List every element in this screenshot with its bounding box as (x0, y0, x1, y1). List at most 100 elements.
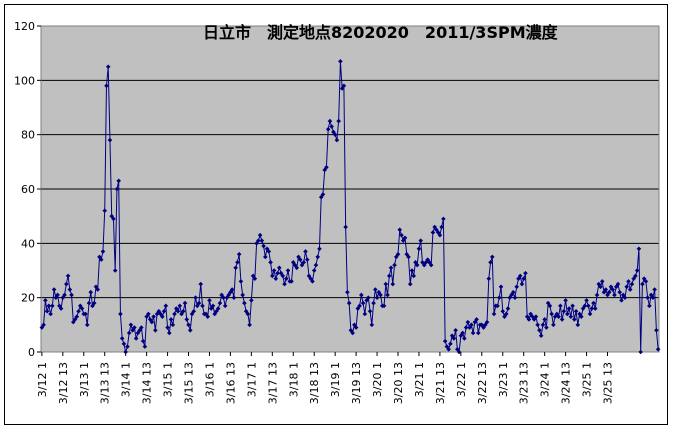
data-point (465, 319, 471, 325)
data-point (116, 178, 121, 184)
data-point (366, 295, 371, 300)
data-point (491, 311, 497, 317)
data-point (507, 295, 513, 300)
data-point (191, 308, 197, 314)
data-point (496, 295, 502, 300)
data-point (140, 338, 146, 344)
data-point (474, 317, 479, 322)
data-point (250, 273, 256, 279)
data-point (413, 260, 418, 265)
data-point (142, 344, 148, 349)
data-point (173, 306, 179, 311)
x-tick-label: 3/16 1 (203, 362, 216, 397)
data-point (165, 325, 170, 330)
data-point (283, 276, 289, 281)
data-point (322, 167, 327, 173)
data-point (118, 311, 123, 317)
data-point (313, 262, 319, 268)
data-point (270, 273, 275, 279)
data-point (325, 126, 331, 132)
data-point (383, 281, 389, 287)
data-point (271, 268, 277, 273)
data-point (119, 336, 125, 341)
data-point (46, 303, 52, 309)
data-point (179, 311, 184, 317)
data-point (622, 295, 628, 300)
data-point (278, 270, 284, 276)
data-point (519, 281, 525, 287)
data-point (154, 311, 160, 317)
data-point (589, 306, 595, 311)
data-point (221, 295, 226, 300)
data-point (584, 298, 589, 303)
data-point (324, 164, 329, 170)
data-point (168, 317, 174, 322)
data-point (97, 254, 102, 260)
data-point (463, 325, 469, 330)
data-point (64, 281, 69, 287)
data-point (264, 246, 270, 252)
data-point (411, 273, 417, 279)
data-point (397, 227, 403, 233)
data-point (308, 276, 314, 281)
data-point (458, 333, 464, 338)
data-point (425, 257, 430, 262)
data-point (591, 300, 596, 306)
data-point (488, 260, 493, 265)
data-point (151, 314, 156, 319)
data-point (132, 325, 137, 330)
data-point (357, 303, 362, 309)
data-point (524, 314, 530, 319)
x-tick-label: 3/13 13 (99, 362, 112, 404)
data-point (399, 232, 404, 238)
data-point (44, 308, 50, 314)
data-point (336, 118, 341, 124)
data-point (441, 216, 446, 222)
data-point (640, 281, 645, 287)
x-tick-label: 3/12 13 (57, 362, 70, 404)
data-point (147, 317, 153, 322)
data-point (133, 336, 139, 341)
data-point (170, 322, 176, 328)
x-tick-label: 3/17 13 (266, 362, 279, 404)
data-point (95, 287, 101, 292)
data-point (139, 325, 144, 330)
data-point (573, 308, 579, 314)
data-point (462, 336, 467, 341)
data-point (579, 314, 584, 319)
data-point (189, 311, 195, 317)
x-tick-label: 3/22 13 (476, 362, 489, 404)
y-tick-label: 40 (21, 237, 35, 250)
data-point (603, 287, 609, 292)
data-point (580, 306, 586, 311)
data-point (498, 284, 504, 290)
data-point (416, 246, 422, 252)
data-point (556, 314, 561, 319)
data-point (186, 322, 191, 328)
data-point (161, 308, 167, 314)
data-point (306, 273, 312, 279)
data-point (572, 317, 577, 322)
data-point (212, 311, 218, 317)
data-point (196, 300, 202, 306)
data-point (345, 289, 350, 295)
data-point (257, 232, 263, 238)
y-tick-label: 20 (21, 292, 35, 305)
data-point (102, 208, 108, 214)
data-point (146, 311, 151, 317)
data-point (259, 238, 265, 243)
data-point (236, 251, 242, 257)
data-point (245, 311, 251, 317)
data-point (280, 273, 286, 279)
data-point (360, 300, 366, 306)
data-point (355, 306, 361, 311)
data-point (84, 322, 90, 328)
data-point (144, 314, 149, 319)
data-point (650, 295, 656, 300)
data-point (208, 306, 214, 311)
data-point (263, 254, 268, 260)
x-axis-ticks: 3/12 1 3/12 13 3/13 1 3/13 13 3/14 1 3/14 13 3… (36, 352, 615, 404)
y-tick-label: 120 (14, 20, 35, 33)
y-tick-label: 80 (21, 129, 35, 142)
data-point (406, 254, 411, 260)
